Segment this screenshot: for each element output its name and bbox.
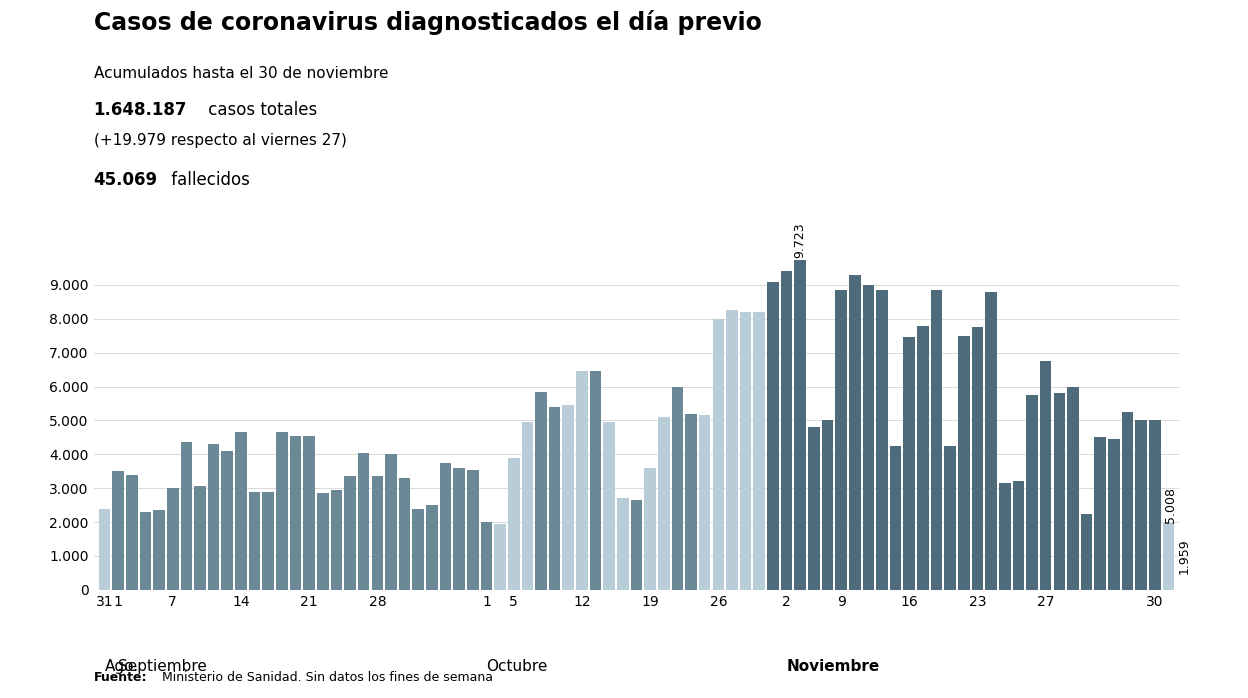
Bar [998, 483, 1011, 590]
Text: (+19.979 respecto al viernes 27): (+19.979 respecto al viernes 27) [94, 133, 347, 147]
Bar [467, 470, 478, 590]
Bar [835, 290, 847, 590]
Bar [331, 490, 342, 590]
Text: 1.648.187: 1.648.187 [94, 101, 187, 119]
Bar [480, 522, 492, 590]
Bar [821, 420, 834, 590]
Bar [140, 512, 151, 590]
Bar [713, 319, 724, 590]
Text: Septiembre: Septiembre [119, 659, 207, 674]
Bar [986, 292, 997, 590]
Text: Acumulados hasta el 30 de noviembre: Acumulados hasta el 30 de noviembre [94, 66, 388, 81]
Bar [1136, 420, 1147, 590]
Bar [208, 444, 220, 590]
Bar [549, 407, 560, 590]
Text: 1.959: 1.959 [1177, 539, 1191, 574]
Bar [931, 290, 942, 590]
Bar [1108, 439, 1119, 590]
Bar [126, 475, 137, 590]
Bar [235, 432, 247, 590]
Text: Octubre: Octubre [487, 659, 548, 674]
Bar [494, 524, 505, 590]
Bar [535, 392, 547, 590]
Bar [358, 452, 369, 590]
Text: fallecidos: fallecidos [166, 171, 250, 189]
Bar [303, 436, 314, 590]
Bar [644, 468, 656, 590]
Bar [221, 451, 233, 590]
Bar [658, 417, 670, 590]
Bar [1053, 394, 1065, 590]
Bar [453, 468, 466, 590]
Bar [1026, 395, 1038, 590]
Bar [781, 272, 792, 590]
Bar [317, 493, 328, 590]
Bar [945, 446, 956, 590]
Text: Casos de coronavirus diagnosticados el día previo: Casos de coronavirus diagnosticados el d… [94, 10, 761, 36]
Text: 5.008: 5.008 [1163, 487, 1177, 523]
Bar [754, 312, 765, 590]
Bar [439, 463, 452, 590]
Bar [112, 471, 124, 590]
Text: casos totales: casos totales [203, 101, 318, 119]
Bar [904, 337, 915, 590]
Bar [577, 371, 588, 590]
Bar [807, 427, 820, 590]
Bar [1012, 482, 1025, 590]
Bar [167, 488, 178, 590]
Bar [890, 446, 901, 590]
Bar [917, 325, 929, 590]
Bar [617, 498, 629, 590]
Bar [276, 432, 287, 590]
Bar [768, 281, 779, 590]
Bar [685, 414, 696, 590]
Bar [522, 422, 533, 590]
Bar [795, 260, 806, 590]
Bar [372, 476, 383, 590]
Bar [181, 443, 192, 590]
Bar [1149, 420, 1161, 590]
Bar [699, 415, 710, 590]
Bar [876, 290, 887, 590]
Bar [849, 275, 861, 590]
Text: Ministerio de Sanidad. Sin datos los fines de semana: Ministerio de Sanidad. Sin datos los fin… [158, 671, 493, 685]
Bar [740, 312, 751, 590]
Bar [412, 509, 424, 590]
Bar [344, 476, 356, 590]
Bar [426, 505, 438, 590]
Bar [958, 336, 970, 590]
Bar [1040, 361, 1052, 590]
Bar [972, 327, 983, 590]
Bar [590, 371, 602, 590]
Bar [262, 491, 275, 590]
Bar [1163, 524, 1174, 590]
Bar [195, 487, 206, 590]
Text: 9.723: 9.723 [794, 223, 806, 258]
Text: Fuente:: Fuente: [94, 671, 147, 685]
Bar [1122, 412, 1133, 590]
Bar [508, 458, 519, 590]
Text: 45.069: 45.069 [94, 171, 157, 189]
Text: Ago.: Ago. [105, 659, 139, 674]
Bar [563, 406, 574, 590]
Bar [290, 436, 301, 590]
Bar [1067, 387, 1078, 590]
Bar [154, 510, 165, 590]
Bar [1081, 514, 1092, 590]
Bar [1094, 438, 1106, 590]
Bar [671, 387, 683, 590]
Bar [99, 509, 110, 590]
Bar [630, 500, 643, 590]
Bar [726, 311, 738, 590]
Bar [603, 422, 615, 590]
Text: Noviembre: Noviembre [786, 659, 880, 674]
Bar [386, 454, 397, 590]
Bar [248, 491, 261, 590]
Bar [399, 478, 411, 590]
Bar [862, 285, 874, 590]
